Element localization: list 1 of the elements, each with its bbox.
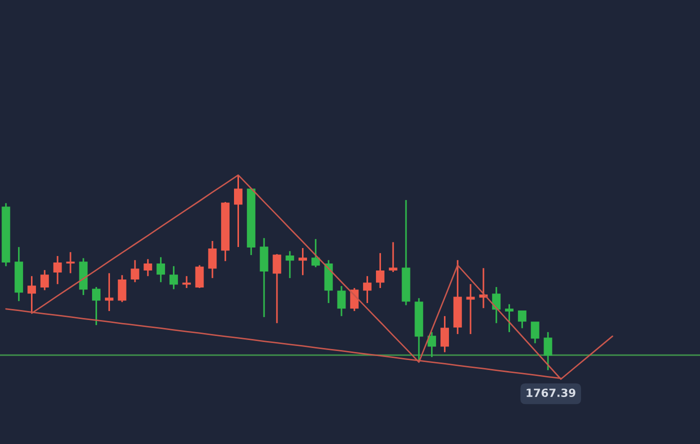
text: 1767.39 <box>526 388 576 397</box>
